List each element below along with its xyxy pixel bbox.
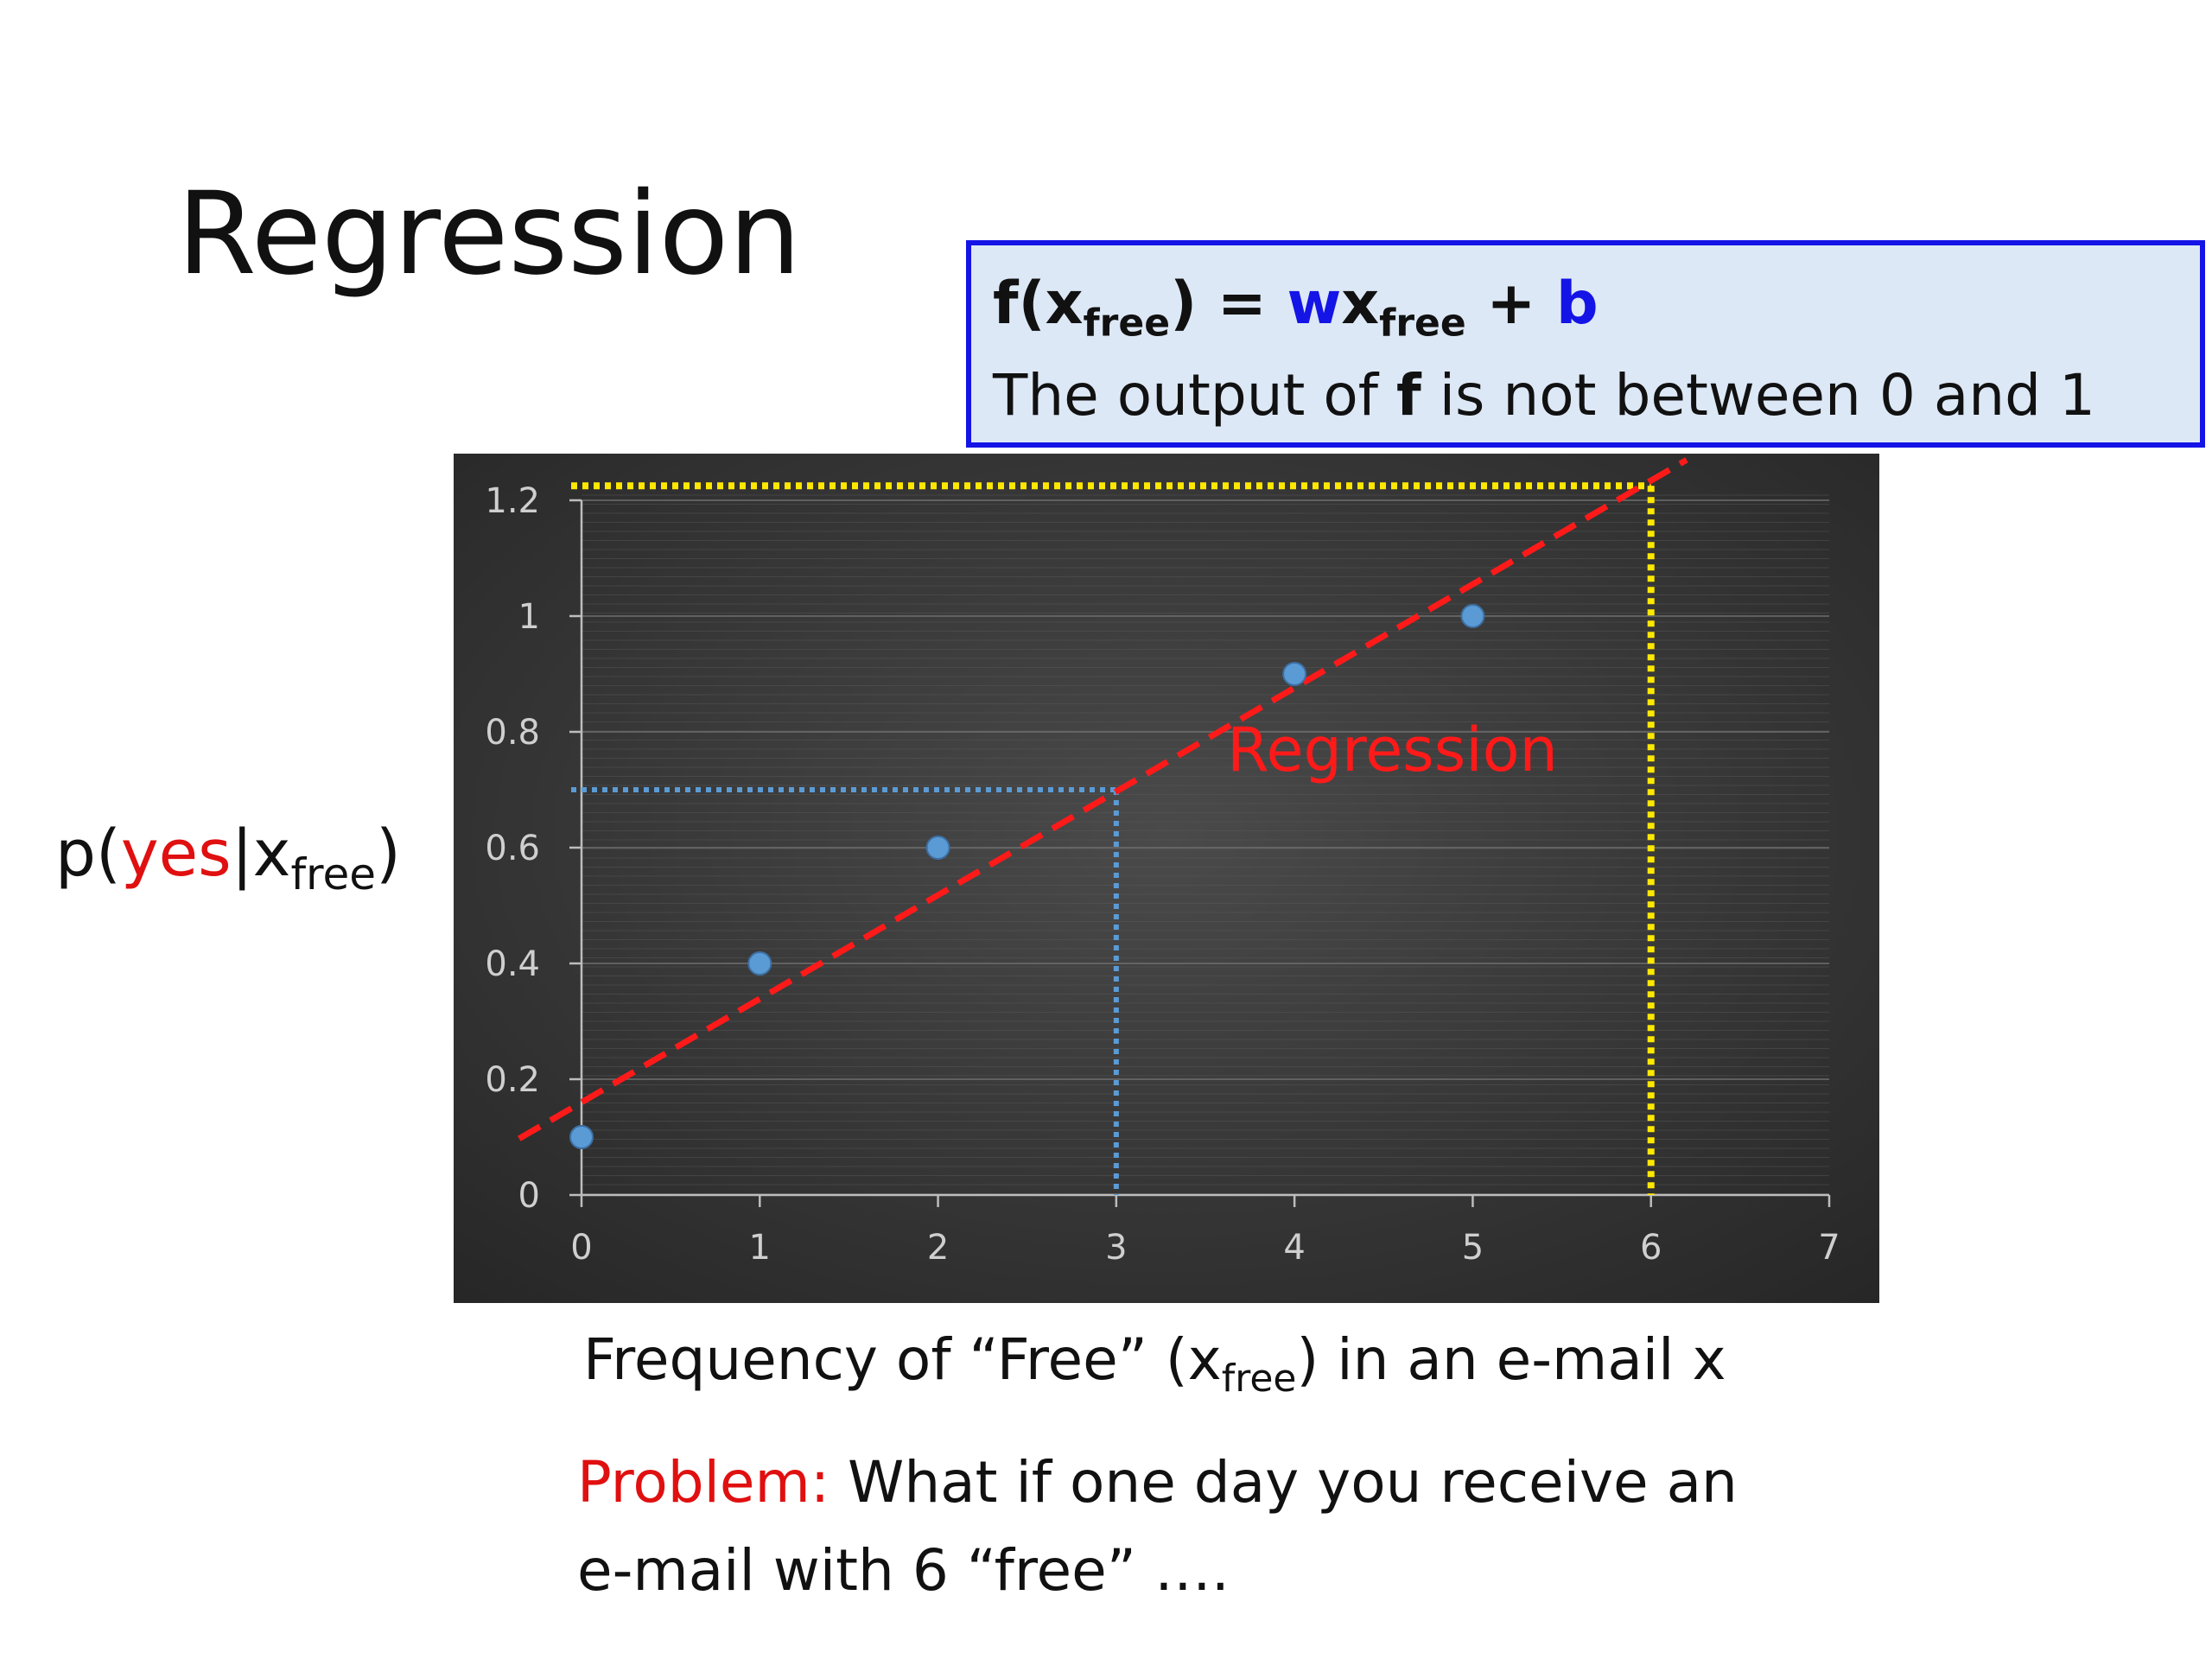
formula-plus: + [1465,270,1557,338]
y-tick-label: 1.2 [485,481,540,521]
x-tick-label: 3 [1105,1228,1127,1268]
formula-bias: b [1556,270,1599,338]
data-point [1460,604,1485,628]
formula-equals: ) = [1170,270,1287,338]
x-caption-after: ) in an e-mail x [1296,1326,1726,1393]
slide-title: Regression [177,168,802,301]
problem-line-2: e-mail with 6 “free” …. [577,1537,1230,1604]
data-point [1282,662,1307,686]
x-tick-label: 1 [749,1228,771,1268]
problem-line-1: Problem: What if one day you receive an [577,1439,2133,1527]
x-tick-label: 7 [1818,1228,1840,1268]
formula-x: x [1341,270,1380,338]
x-caption-before: Frequency of “Free” (x [583,1326,1222,1393]
x-tick-label: 4 [1283,1228,1305,1268]
x-caption-subscript: free [1221,1357,1297,1402]
y-tick-label: 0.4 [485,944,540,984]
regression-line [518,457,1688,1141]
y-label-yes: yes [120,817,232,891]
data-point [925,836,950,860]
y-label-suffix: ) [376,817,401,891]
formula-note: The output of f is not between 0 and 1 [993,366,2200,424]
formula-weight: w [1287,270,1342,338]
x-tick-label: 0 [570,1228,592,1268]
formula-box: f(xfree) = wxfree + b The output of f is… [966,240,2205,448]
chart-background [454,454,1879,1303]
x-tick-label: 5 [1462,1228,1484,1268]
regression-label: Regression [1227,715,1558,785]
formula-note-f: f [1396,361,1421,429]
y-tick-label: 0.8 [485,713,540,753]
data-point [569,1125,594,1149]
data-point [747,951,772,976]
formula-equation: f(xfree) = wxfree + b [993,275,2200,343]
y-label-subscript: free [290,849,377,899]
y-tick-label: 0 [518,1176,540,1216]
y-tick-label: 1 [518,597,540,637]
problem-label: Problem: [577,1449,830,1516]
y-axis-label: p(yes|xfree) [55,817,401,899]
formula-f-open: f(x [993,270,1084,338]
formula-note-after: is not between 0 and 1 [1421,361,2095,429]
problem-statement: Problem: What if one day you receive an … [577,1439,2133,1615]
formula-subscript-2: free [1379,301,1466,346]
y-label-bar: |x [231,817,291,891]
y-label-prefix: p( [55,817,121,891]
formula-note-before: The output of [993,361,1396,429]
scatter-chart: 0 0.2 0.4 0.6 0.8 1 1.2 0 1 2 3 4 5 6 7 Regression [454,454,1879,1303]
x-tick-label: 6 [1640,1228,1662,1268]
problem-text-1: What if one day you receive an [830,1449,1738,1516]
formula-subscript-1: free [1083,301,1171,346]
y-tick-label: 0.6 [485,829,540,868]
x-tick-label: 2 [927,1228,949,1268]
x-axis-caption: Frequency of “Free” (xfree) in an e-mail… [583,1326,1726,1401]
y-tick-label: 0.2 [485,1060,540,1100]
